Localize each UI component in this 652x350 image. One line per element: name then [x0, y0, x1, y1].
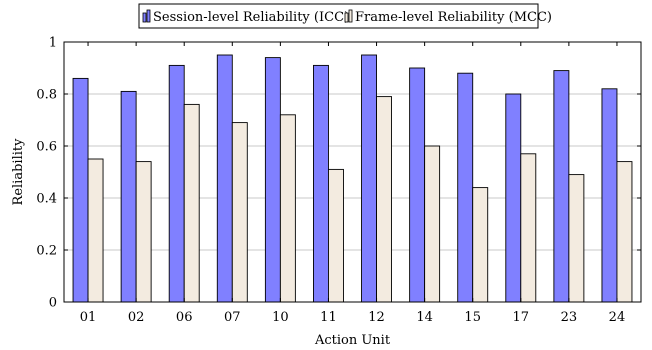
bar-icc [264, 57, 281, 303]
y-tick-label: 0 [49, 296, 57, 311]
x-tick-label: 01 [80, 310, 97, 325]
bar-icc [601, 88, 618, 303]
legend-swatch [146, 9, 151, 23]
bar-mcc [328, 168, 344, 303]
bar-mcc [568, 174, 585, 303]
bar-icc [553, 70, 570, 303]
x-tick-label: 15 [464, 310, 481, 325]
legend-frame [138, 3, 539, 29]
bar-icc [457, 72, 474, 303]
y-ticks: 0 0.2 0.4 0.6 0.8 1 [36, 36, 641, 311]
x-tick-label: 23 [561, 310, 578, 325]
y-tick-label: 1 [49, 36, 57, 51]
bar-mcc [616, 161, 633, 303]
y-tick-label: 0.8 [36, 88, 57, 103]
plot-frame [63, 41, 642, 303]
bar-icc [361, 54, 377, 303]
legend: Session-level Reliability (ICC) Frame-lev… [138, 3, 552, 29]
axes [63, 41, 642, 303]
x-tick-label: 10 [272, 310, 289, 325]
bar-icc [168, 64, 185, 303]
bar-mcc [279, 114, 296, 303]
y-tick-label: 0.6 [36, 140, 57, 155]
x-tick-label: 24 [609, 310, 626, 325]
y-axis-label: Reliability [11, 138, 26, 206]
bar-mcc [472, 187, 489, 303]
x-tick-label: 02 [128, 310, 145, 325]
bar-icc [409, 67, 426, 303]
bars [72, 54, 633, 303]
x-tick-label: 11 [320, 310, 337, 325]
x-ticks: 01 02 06 07 10 11 12 14 15 17 23 24 [80, 42, 625, 325]
bar-mcc [135, 161, 152, 303]
bar-icc [120, 90, 137, 303]
x-axis-label: Action Unit [314, 333, 391, 348]
y-tick-label: 0.2 [36, 244, 57, 259]
bar-icc [505, 93, 522, 303]
grid-lines [64, 93, 641, 251]
x-tick-label: 14 [416, 310, 433, 325]
bar-mcc [231, 122, 248, 303]
x-tick-label: 17 [513, 310, 530, 325]
bar-icc [216, 54, 233, 303]
x-tick-label: 12 [368, 310, 385, 325]
x-tick-label: 06 [176, 310, 193, 325]
bar-mcc [520, 153, 537, 303]
x-tick-label: 07 [224, 310, 241, 325]
bar-mcc [183, 103, 200, 303]
legend-swatch [348, 9, 353, 23]
legend-items: Session-level Reliability (ICC) Frame-lev… [142, 9, 552, 25]
y-tick-label: 0.4 [36, 192, 57, 207]
bar-mcc [424, 145, 441, 303]
legend-label: Session-level Reliability (ICC) [153, 10, 349, 25]
bar-mcc [87, 158, 104, 303]
legend-label: Frame-level Reliability (MCC) [355, 10, 552, 25]
legend-swatch [344, 12, 349, 23]
bar-icc [72, 77, 89, 303]
bar-mcc [376, 96, 392, 303]
legend-swatch [142, 12, 147, 23]
bar-icc [313, 64, 329, 303]
